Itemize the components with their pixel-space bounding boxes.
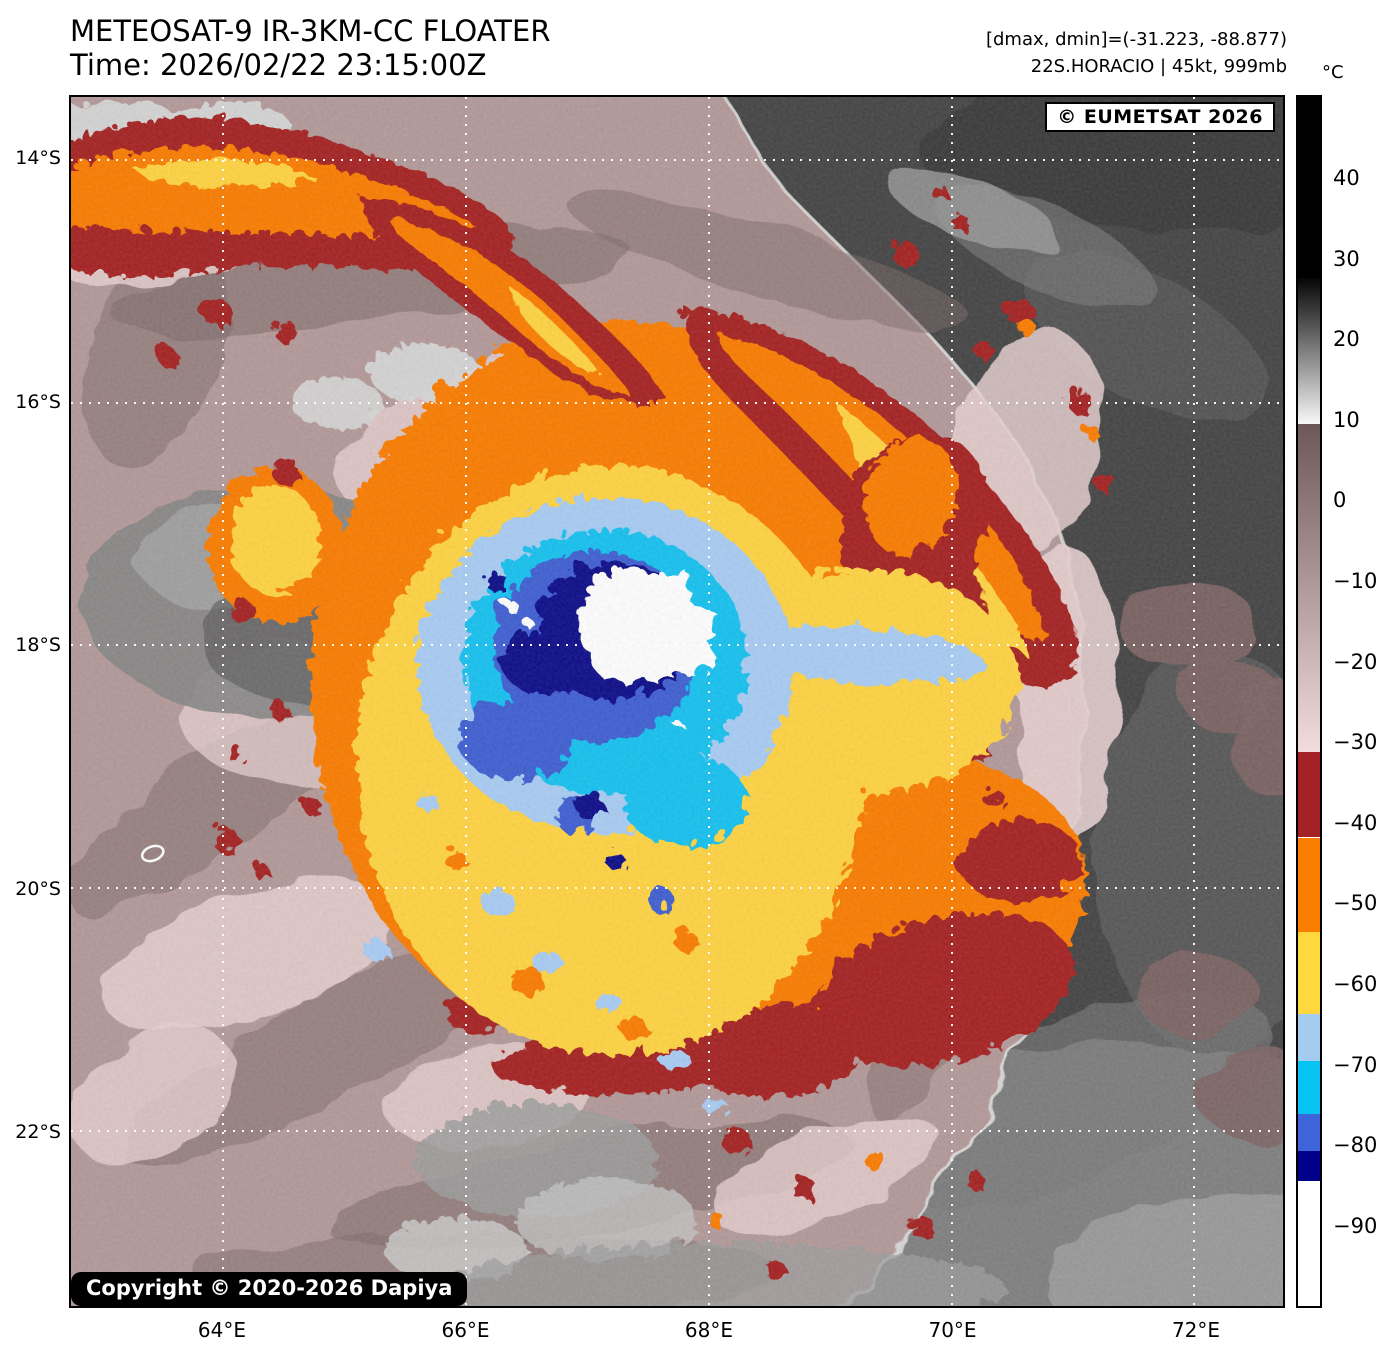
- gridline-vertical: [222, 97, 225, 1306]
- eumetsat-credit-badge: © EUMETSAT 2026: [1045, 102, 1275, 132]
- colorbar-tick-label: −90: [1333, 1213, 1378, 1238]
- colorbar-segment: [1298, 97, 1320, 279]
- colorbar-segment: [1298, 1150, 1320, 1182]
- gridline-vertical: [1193, 97, 1196, 1306]
- x-axis-tick-label: 64°E: [197, 1318, 247, 1342]
- colorbar-tick-label: −80: [1333, 1133, 1378, 1158]
- colorbar-segment: [1298, 423, 1320, 752]
- colorbar-unit-label: °C: [1322, 62, 1344, 83]
- colorbar-segment: [1298, 1113, 1320, 1151]
- gridline-horizontal: [71, 401, 1283, 404]
- colorbar-tick-label: −50: [1333, 891, 1378, 916]
- colorbar-tick-label: 20: [1333, 327, 1360, 352]
- colorbar-tick-label: 40: [1333, 165, 1360, 190]
- lat-lon-gridlines: [71, 97, 1283, 1306]
- x-axis-tick-label: 72°E: [1171, 1318, 1221, 1342]
- colorbar-tick-label: 0: [1333, 488, 1347, 513]
- colorbar-tick-label: −10: [1333, 569, 1378, 594]
- dmax-dmin-readout: [dmax, dmin]=(-31.223, -88.877): [985, 29, 1287, 50]
- y-axis-tick-label: 16°S: [15, 391, 61, 413]
- colorbar-segment: [1298, 751, 1320, 838]
- title-block: METEOSAT-9 IR-3KM-CC FLOATER Time: 2026/…: [70, 14, 550, 82]
- temperature-colorbar: [1296, 95, 1322, 1308]
- colorbar-segments: [1298, 97, 1320, 1306]
- gridline-horizontal: [71, 1129, 1283, 1132]
- timestamp: Time: 2026/02/22 23:15:00Z: [70, 48, 487, 82]
- colorbar-segment: [1298, 1013, 1320, 1061]
- y-axis-tick-label: 20°S: [15, 878, 61, 901]
- colorbar-tick-label: −40: [1333, 810, 1378, 835]
- copyright-badge: Copyright © 2020-2026 Dapiya: [71, 1272, 468, 1306]
- x-axis-tick-label: 68°E: [684, 1318, 734, 1342]
- colorbar-tick-label: −60: [1333, 972, 1378, 996]
- page-title: METEOSAT-9 IR-3KM-CC FLOATER: [70, 14, 551, 48]
- colorbar-segment: [1298, 1181, 1320, 1306]
- colorbar-tick-label: 30: [1333, 246, 1360, 271]
- gridline-vertical: [950, 97, 953, 1306]
- colorbar-tick-label: 10: [1333, 407, 1360, 432]
- colorbar-tick-label: −30: [1333, 730, 1378, 755]
- y-axis-tick-label: 14°S: [15, 146, 61, 169]
- gridline-horizontal: [71, 158, 1283, 161]
- stats-block: [dmax, dmin]=(-31.223, -88.877) 22S.HORA…: [986, 26, 1287, 80]
- storm-id-intensity: 22S.HORACIO | 45kt, 999mb: [1030, 56, 1287, 77]
- colorbar-segment: [1298, 932, 1320, 1014]
- satellite-image: [71, 97, 1283, 1306]
- y-axis-tick-label: 18°S: [15, 633, 61, 656]
- gridline-vertical: [707, 97, 710, 1306]
- colorbar-segment: [1298, 278, 1320, 424]
- colorbar-tick-label: −70: [1333, 1052, 1378, 1077]
- x-axis-tick-label: 66°E: [441, 1318, 490, 1342]
- colorbar-tick-label: −20: [1333, 649, 1378, 674]
- x-axis-tick-label: 70°E: [928, 1318, 977, 1342]
- y-axis-tick-label: 22°S: [15, 1120, 61, 1143]
- satellite-map-panel: © EUMETSAT 2026 Copyright © 2020-2026 Da…: [69, 95, 1285, 1308]
- colorbar-segment: [1298, 1060, 1320, 1114]
- colorbar-segment: [1298, 837, 1320, 933]
- gridline-horizontal: [71, 644, 1283, 647]
- gridline-vertical: [465, 97, 468, 1306]
- gridline-horizontal: [71, 887, 1283, 890]
